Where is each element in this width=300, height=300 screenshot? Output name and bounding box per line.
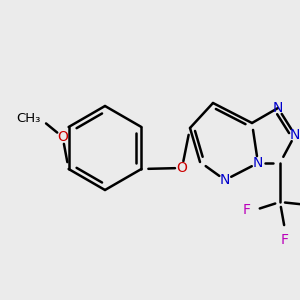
Text: N: N [273, 101, 283, 115]
Text: CH₃: CH₃ [16, 112, 40, 125]
Text: F: F [281, 233, 289, 247]
Text: N: N [290, 128, 300, 142]
Text: F: F [243, 203, 251, 217]
Text: O: O [57, 130, 68, 144]
Text: N: N [220, 173, 230, 187]
Text: N: N [253, 156, 263, 170]
Text: O: O [177, 161, 188, 175]
